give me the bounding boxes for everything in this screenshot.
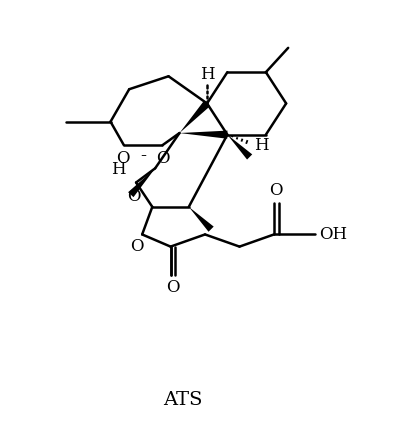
Text: H: H <box>199 66 214 83</box>
Text: O: O <box>130 238 144 255</box>
Polygon shape <box>188 207 213 232</box>
Polygon shape <box>179 101 209 133</box>
Text: -: - <box>140 147 146 165</box>
Polygon shape <box>128 168 155 197</box>
Text: O: O <box>165 279 179 296</box>
Text: O: O <box>269 182 282 199</box>
Text: ATS: ATS <box>163 391 202 408</box>
Polygon shape <box>227 135 252 160</box>
Text: O: O <box>127 188 141 205</box>
Text: H: H <box>111 161 126 178</box>
Text: H: H <box>253 137 268 154</box>
Text: OH: OH <box>319 226 347 243</box>
Text: O: O <box>156 150 170 167</box>
Polygon shape <box>179 131 227 139</box>
Text: O: O <box>116 150 130 167</box>
